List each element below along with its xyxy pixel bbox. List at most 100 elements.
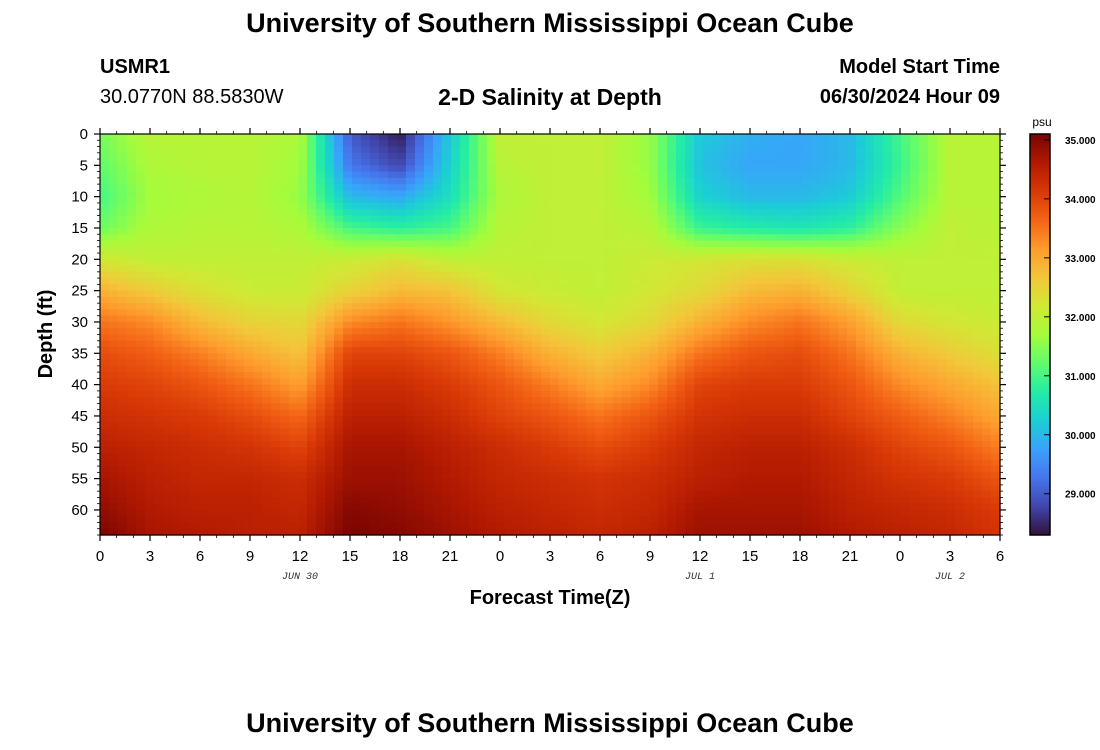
heatmap-cell <box>892 227 902 235</box>
heatmap-cell <box>415 240 425 248</box>
heatmap-cell <box>586 340 596 348</box>
heatmap-cell <box>784 422 794 430</box>
heatmap-cell <box>307 441 317 448</box>
heatmap-cell <box>829 259 839 267</box>
heatmap-cell <box>739 378 749 386</box>
heatmap-cell <box>451 271 461 279</box>
heatmap-cell <box>280 227 290 235</box>
heatmap-cell <box>226 321 236 329</box>
heatmap-cell <box>469 290 479 298</box>
heatmap-cell <box>253 415 263 423</box>
heatmap-cell <box>307 422 317 430</box>
heatmap-cell <box>874 378 884 386</box>
heatmap-cell <box>388 202 398 210</box>
heatmap-cell <box>865 165 875 173</box>
heatmap-cell <box>235 290 245 298</box>
heatmap-cell <box>307 184 317 191</box>
heatmap-cell <box>154 184 164 191</box>
heatmap-cell <box>262 365 272 373</box>
heatmap-cell <box>226 215 236 223</box>
heatmap-cell <box>244 159 254 166</box>
heatmap-cell <box>208 384 218 392</box>
heatmap-cell <box>694 409 704 417</box>
heatmap-cell <box>784 309 794 317</box>
heatmap-cell <box>766 165 776 173</box>
heatmap-cell <box>190 140 200 148</box>
heatmap-cell <box>343 384 353 392</box>
heatmap-cell <box>289 409 299 417</box>
heatmap-cell <box>235 372 245 379</box>
heatmap-cell <box>811 171 821 179</box>
heatmap-cell <box>973 215 983 223</box>
heatmap-cell <box>469 434 479 442</box>
heatmap-cell <box>757 253 767 260</box>
heatmap-cell <box>955 390 965 398</box>
heatmap-cell <box>748 140 758 148</box>
heatmap-cell <box>640 202 650 210</box>
heatmap-cell <box>559 271 569 279</box>
heatmap-cell <box>811 271 821 279</box>
heatmap-cell <box>226 409 236 417</box>
heatmap-cell <box>253 397 263 405</box>
heatmap-cell <box>388 284 398 292</box>
heatmap-cell <box>118 321 128 329</box>
heatmap-cell <box>757 390 767 398</box>
heatmap-cell <box>406 134 416 141</box>
heatmap-cell <box>361 372 371 379</box>
heatmap-cell <box>955 234 965 242</box>
heatmap-cell <box>982 321 992 329</box>
heatmap-cell <box>766 140 776 148</box>
heatmap-cell <box>388 190 398 198</box>
heatmap-cell <box>145 177 155 185</box>
heatmap-cell <box>262 278 272 285</box>
heatmap-cell <box>415 403 425 411</box>
heatmap-cell <box>622 372 632 379</box>
heatmap-cell <box>640 321 650 329</box>
heatmap-cell <box>190 215 200 223</box>
heatmap-cell <box>811 253 821 260</box>
heatmap-cell <box>244 415 254 423</box>
heatmap-cell <box>883 378 893 386</box>
heatmap-cell <box>928 209 938 217</box>
heatmap-cell <box>586 227 596 235</box>
heatmap-cell <box>631 284 641 292</box>
heatmap-cell <box>928 353 938 361</box>
heatmap-cell <box>451 428 461 436</box>
heatmap-cell <box>964 434 974 442</box>
heatmap-cell <box>532 246 542 254</box>
heatmap-cell <box>163 134 173 141</box>
heatmap-cell <box>874 403 884 411</box>
heatmap-cell <box>352 397 362 405</box>
heatmap-cell <box>244 290 254 298</box>
heatmap-cell <box>280 315 290 323</box>
heatmap-cell <box>649 441 659 448</box>
heatmap-cell <box>604 415 614 423</box>
heatmap-cell <box>127 246 137 254</box>
heatmap-cell <box>568 422 578 430</box>
heatmap-cell <box>973 434 983 442</box>
heatmap-cell <box>694 353 704 361</box>
heatmap-cell <box>253 159 263 166</box>
heatmap-cell <box>793 234 803 242</box>
page-title: University of Southern Mississippi Ocean… <box>246 8 854 38</box>
heatmap-cell <box>316 334 326 342</box>
heatmap-cell <box>532 284 542 292</box>
heatmap-cell <box>820 441 830 448</box>
heatmap-cell <box>622 134 632 141</box>
heatmap-cell <box>820 328 830 336</box>
heatmap-cell <box>325 347 335 354</box>
heatmap-cell <box>100 296 110 304</box>
heatmap-cell <box>118 390 128 398</box>
heatmap-cell <box>694 340 704 348</box>
heatmap-cell <box>118 259 128 267</box>
heatmap-cell <box>226 403 236 411</box>
heatmap-cell <box>928 290 938 298</box>
heatmap-cell <box>424 202 434 210</box>
heatmap-cell <box>217 240 227 248</box>
heatmap-cell <box>676 315 686 323</box>
heatmap-cell <box>721 290 731 298</box>
heatmap-cell <box>163 215 173 223</box>
heatmap-cell <box>154 372 164 379</box>
heatmap-cell <box>883 253 893 260</box>
heatmap-cell <box>856 441 866 448</box>
